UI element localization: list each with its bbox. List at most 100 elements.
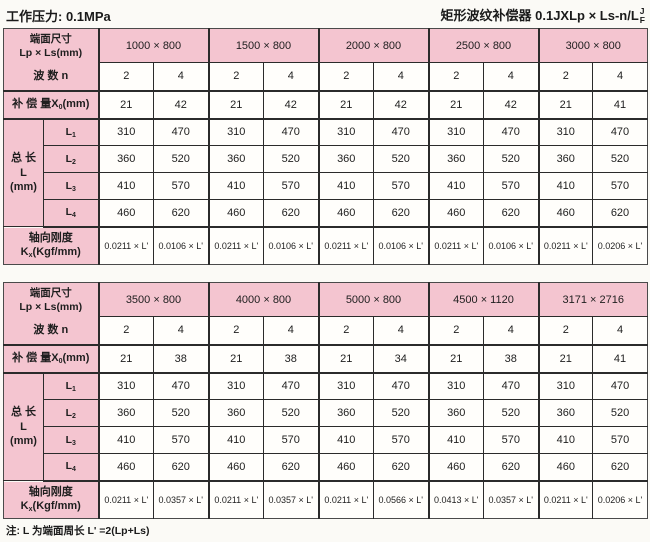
data-cell: 360	[97, 399, 154, 427]
length-row-4: L4 460 620 460 620 460 620 460 620 460 620	[4, 199, 648, 228]
data-cell: 460	[427, 199, 484, 228]
data-cell: 520	[483, 145, 539, 173]
data-cell: 21	[317, 344, 374, 374]
data-cell: 620	[153, 453, 209, 482]
comp-sub: 0	[58, 103, 63, 111]
data-cell: 310	[97, 118, 154, 146]
data-cell: 520	[153, 399, 209, 427]
data-cell: 360	[537, 145, 593, 173]
data-cell: 0.0106 × L'	[483, 226, 539, 265]
comp-base: 补 偿 量X	[12, 351, 59, 364]
size-header: 3000 × 800	[537, 28, 648, 63]
length-row-1: 总 长 L (mm) L1 310 470 310 470 310 470 310 470 31…	[3, 118, 648, 227]
data-cell: 360	[207, 145, 264, 173]
data-cell: 0.0106 × L'	[153, 226, 209, 265]
length-sublabel-3: L3	[43, 172, 99, 200]
product-title-text: 矩形波纹补偿器 0.1JXLp × Ls-n/L	[440, 8, 639, 23]
data-cell: 620	[153, 199, 209, 228]
data-cell: 310	[317, 372, 374, 400]
data-cell: 0.0211 × L'	[537, 226, 593, 265]
size-header: 2500 × 800	[427, 28, 539, 63]
working-pressure-label: 工作压力: 0.1MPa	[6, 9, 111, 24]
data-cell: 310	[207, 118, 264, 146]
length-row-2: L2 360 520 360 520 360 520 360 520 360 520	[4, 145, 648, 173]
spec-table-1: 端面尺寸 Lp × Ls(mm) 1000 × 800 1500 × 800 2…	[3, 28, 648, 265]
title-subscript: F	[639, 14, 645, 25]
data-cell: 38	[153, 344, 209, 374]
size-header: 2000 × 800	[317, 28, 429, 63]
length-row-3: L3 410 570 410 570 410 570 410 570 410 570	[4, 426, 648, 454]
data-cell: 0.0211 × L'	[427, 226, 484, 265]
stiff-unit: (Kgf/mm)	[32, 246, 81, 259]
length-row-4: L4 460 620 460 620 460 620 460 620 460 620	[4, 453, 648, 482]
length-sublabel-3: L3	[43, 426, 99, 454]
data-cell: 460	[97, 453, 154, 482]
wave-count-label: 波 数 n	[3, 316, 99, 346]
data-cell: 21	[537, 344, 593, 374]
data-cell: 460	[427, 453, 484, 482]
data-cell: 470	[482, 372, 539, 400]
data-cell: 620	[482, 453, 539, 482]
corner-header: 端面尺寸 Lp × Ls(mm)	[3, 282, 99, 317]
product-title: 矩形波纹补偿器 0.1JXLp × Ls-n/L J F	[441, 5, 645, 24]
l-base: L	[65, 433, 72, 446]
data-cell: 410	[207, 426, 264, 454]
size-header: 3500 × 800	[97, 282, 209, 317]
stiff-line2: Kx(Kgf/mm)	[4, 245, 98, 260]
data-cell: 4	[373, 316, 429, 346]
data-cell: 41	[592, 90, 648, 120]
data-cell: 21	[97, 90, 154, 120]
comp-sub: 0	[58, 357, 63, 365]
data-cell: 41	[592, 344, 648, 374]
data-cell: 570	[482, 426, 539, 454]
data-cell: 570	[263, 172, 319, 200]
data-cell: 520	[373, 145, 429, 173]
data-cell: 0.0106 × L'	[263, 226, 319, 265]
l-base: L	[65, 460, 72, 473]
data-cell: 470	[373, 118, 429, 146]
l-sub: 2	[72, 158, 76, 166]
stiffness-label: 轴向刚度 Kx(Kgf/mm)	[3, 226, 99, 265]
stiff-base: K	[20, 246, 29, 259]
length-sublabel-1: L1	[43, 372, 99, 400]
data-cell: 0.0357 × L'	[482, 480, 539, 519]
data-cell: 4	[153, 62, 209, 92]
data-cell: 410	[427, 426, 484, 454]
data-cell: 0.0357 × L'	[263, 480, 319, 519]
data-cell: 570	[592, 426, 648, 454]
wave-count-label: 波 数 n	[3, 62, 99, 92]
data-cell: 310	[427, 118, 484, 146]
size-header: 1500 × 800	[207, 28, 319, 63]
data-cell: 2	[97, 316, 154, 346]
corner-line1: 端面尺寸	[29, 32, 72, 45]
data-cell: 310	[97, 372, 154, 400]
data-cell: 2	[207, 316, 264, 346]
data-cell: 460	[207, 453, 264, 482]
length-line1: 总 长	[10, 152, 37, 165]
stiff-sub: x	[28, 506, 33, 514]
data-cell: 620	[592, 199, 648, 228]
corner-line1: 端面尺寸	[29, 286, 72, 299]
l-sub: 3	[72, 439, 76, 447]
length-line3: (mm)	[10, 180, 37, 193]
size-header: 5000 × 800	[317, 282, 429, 317]
data-cell: 4	[592, 62, 648, 92]
stiffness-row: 轴向刚度 Kx(Kgf/mm) 0.0211 × L' 0.0106 × L' 0.…	[3, 226, 648, 265]
data-cell: 360	[207, 399, 264, 427]
data-cell: 620	[263, 453, 319, 482]
data-cell: 2	[427, 316, 484, 346]
data-cell: 620	[483, 199, 539, 228]
corner-line2: Lp × Ls(mm)	[19, 300, 83, 313]
stiff-line1: 轴向刚度	[28, 232, 73, 245]
data-cell: 0.0566 × L'	[373, 480, 429, 519]
data-cell: 4	[483, 62, 539, 92]
data-cell: 21	[537, 90, 593, 120]
data-cell: 2	[317, 316, 374, 346]
size-header: 4000 × 800	[207, 282, 319, 317]
corner-header: 端面尺寸 Lp × Ls(mm)	[3, 28, 99, 63]
size-header-row: 端面尺寸 Lp × Ls(mm) 3500 × 800 4000 × 800 5…	[3, 282, 648, 317]
data-cell: 570	[153, 426, 209, 454]
data-cell: 460	[207, 199, 264, 228]
